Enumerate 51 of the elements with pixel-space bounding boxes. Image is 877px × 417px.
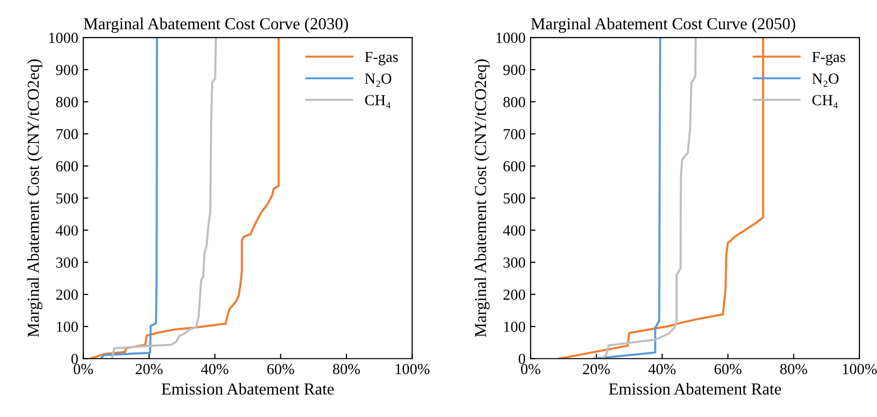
y-tick-label: 100 <box>504 322 526 332</box>
x-axis-title: Emission Abatement Rate <box>608 382 782 395</box>
x-tick-label: 80% <box>332 364 360 374</box>
y-tick-label: 900 <box>503 64 526 76</box>
line-series <box>600 38 697 359</box>
x-tick-label: 40% <box>648 364 676 374</box>
x-tick-label: 100% <box>842 364 877 374</box>
y-axis-title: Marginal Abatement Cost (CNY/tCO2eq) <box>474 59 490 338</box>
y-tick-label: 200 <box>503 290 526 300</box>
y-tick-label: 800 <box>56 96 78 108</box>
x-tick-label: 40% <box>201 364 228 374</box>
legend-label: CH₄ <box>365 95 391 108</box>
y-tick-label: 400 <box>503 225 526 236</box>
y-tick-label: 1000 <box>496 32 526 43</box>
line-series <box>592 38 662 359</box>
x-tick-label: 100% <box>396 364 430 374</box>
x-axis-title: Emission Abatement Rate <box>162 382 334 395</box>
y-tick-label: 1000 <box>49 32 78 43</box>
legend-label: F-gas <box>364 52 398 66</box>
y-tick-label: 400 <box>56 225 78 236</box>
chart-title: Marginal Abatement Cost Corve (2030) <box>84 18 348 33</box>
legend-label: CH₄ <box>812 95 838 108</box>
legend-label: F-gas <box>812 52 846 66</box>
line-series <box>100 38 158 359</box>
x-tick-label: 0% <box>74 364 93 374</box>
x-tick-label: 80% <box>780 364 808 374</box>
x-tick-label: 20% <box>583 364 610 374</box>
x-tick-label: 0% <box>520 364 540 374</box>
chart-title: Marginal Abatement Cost Curve (2050) <box>531 18 796 33</box>
y-tick-label: 200 <box>56 290 78 300</box>
line-series <box>90 38 280 359</box>
x-tick-label: 20% <box>136 364 163 374</box>
y-tick-label: 500 <box>504 193 526 204</box>
legend-label: N₂O <box>812 73 839 87</box>
y-tick-label: 900 <box>56 64 78 76</box>
y-tick-label: 600 <box>56 161 78 172</box>
y-tick-label: 600 <box>503 161 526 172</box>
line-series <box>110 38 217 359</box>
x-tick-label: 60% <box>267 364 294 374</box>
y-tick-label: 700 <box>504 129 526 140</box>
y-tick-label: 500 <box>56 193 78 204</box>
y-tick-label: 300 <box>504 257 526 268</box>
y-tick-label: 700 <box>56 129 78 140</box>
y-axis-title: Marginal Abatement Cost (CNY/tCO2eq) <box>27 59 42 338</box>
x-tick-label: 60% <box>714 364 742 374</box>
legend-label: N₂O <box>364 73 392 87</box>
y-tick-label: 100 <box>56 322 78 332</box>
y-tick-label: 0 <box>518 354 526 364</box>
y-tick-label: 800 <box>503 96 526 108</box>
y-tick-label: 300 <box>56 257 78 268</box>
y-tick-label: 0 <box>71 354 78 364</box>
